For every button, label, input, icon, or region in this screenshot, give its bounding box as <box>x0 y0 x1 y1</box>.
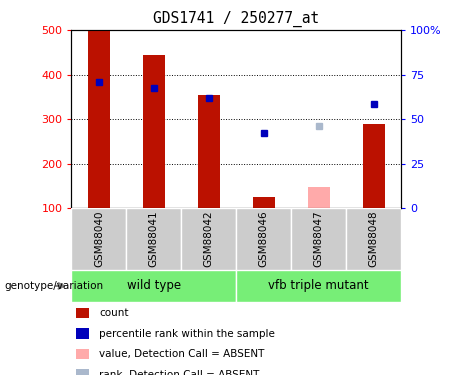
Bar <box>71 270 236 302</box>
Bar <box>88 30 110 208</box>
Bar <box>198 94 220 208</box>
Bar <box>291 208 346 270</box>
Bar <box>236 208 291 270</box>
Bar <box>236 270 401 302</box>
Text: rank, Detection Call = ABSENT: rank, Detection Call = ABSENT <box>99 370 260 375</box>
Bar <box>346 208 401 270</box>
Bar <box>71 208 126 270</box>
Text: GSM88042: GSM88042 <box>204 211 214 267</box>
Bar <box>181 208 236 270</box>
Bar <box>253 196 275 208</box>
Text: wild type: wild type <box>127 279 181 292</box>
Text: value, Detection Call = ABSENT: value, Detection Call = ABSENT <box>99 350 265 359</box>
Bar <box>143 56 165 208</box>
Text: GSM88041: GSM88041 <box>149 211 159 267</box>
Text: count: count <box>99 308 129 318</box>
Text: percentile rank within the sample: percentile rank within the sample <box>99 329 275 339</box>
Text: GSM88047: GSM88047 <box>313 211 324 267</box>
Title: GDS1741 / 250277_at: GDS1741 / 250277_at <box>153 11 319 27</box>
Bar <box>307 187 330 208</box>
Bar <box>363 123 384 208</box>
Text: genotype/variation: genotype/variation <box>5 281 104 291</box>
Text: GSM88048: GSM88048 <box>369 211 378 267</box>
Text: GSM88040: GSM88040 <box>94 211 104 267</box>
Bar <box>126 208 181 270</box>
Text: GSM88046: GSM88046 <box>259 211 269 267</box>
Text: vfb triple mutant: vfb triple mutant <box>268 279 369 292</box>
